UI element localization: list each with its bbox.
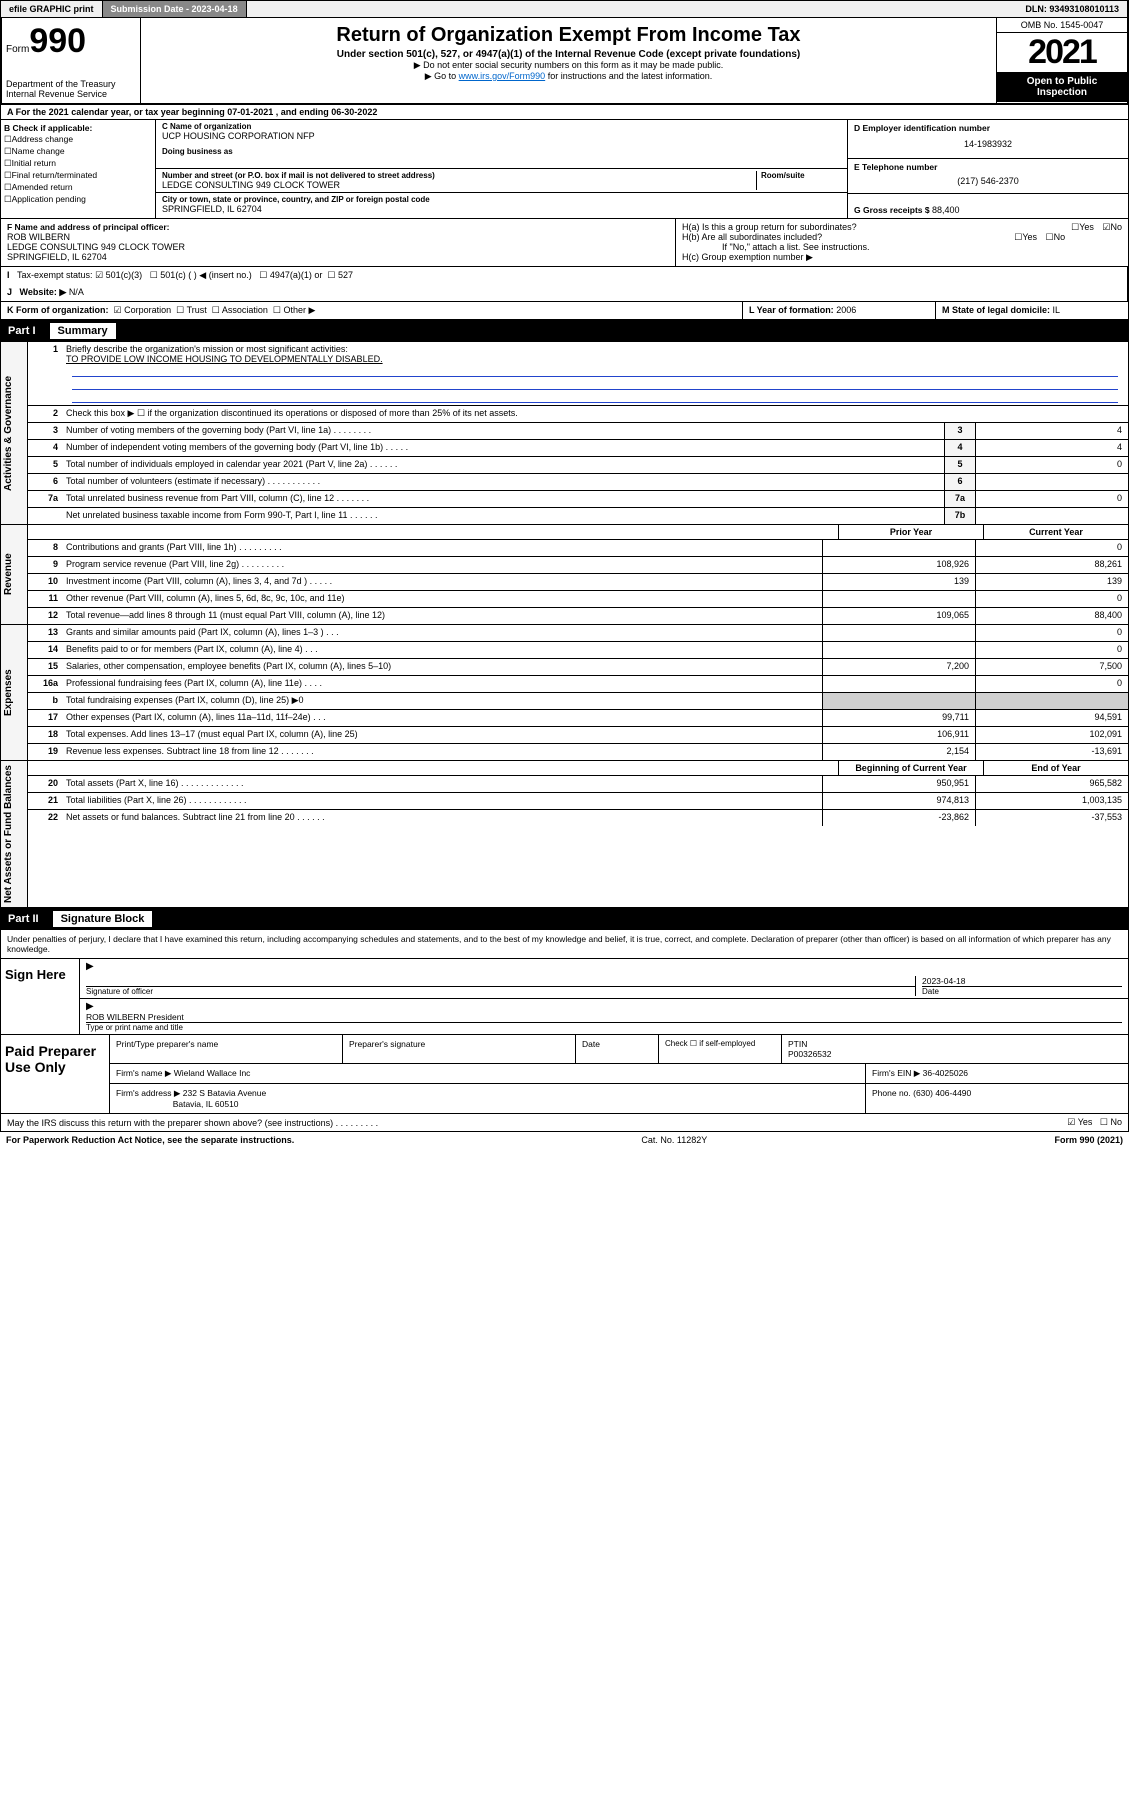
part-ii-header: Part II Signature Block <box>0 908 1129 930</box>
summary-expenses: Expenses 13Grants and similar amounts pa… <box>0 625 1129 761</box>
dept-irs: Internal Revenue Service <box>6 89 136 99</box>
officer-name-title: ROB WILBERN President <box>86 1012 1122 1022</box>
chk-501c[interactable] <box>150 270 158 280</box>
chk-amended-return[interactable]: Amended return <box>4 182 152 193</box>
footer: For Paperwork Reduction Act Notice, see … <box>0 1132 1129 1148</box>
firm-addr2: Batavia, IL 60510 <box>173 1099 239 1109</box>
col-c-org-info: C Name of organization UCP HOUSING CORPO… <box>156 120 847 218</box>
cat-no: Cat. No. 11282Y <box>294 1135 1054 1145</box>
hb-no[interactable] <box>1046 232 1054 243</box>
irs-link[interactable]: www.irs.gov/Form990 <box>459 71 546 81</box>
gross-receipts: 88,400 <box>932 205 960 215</box>
state-domicile: IL <box>1053 305 1061 315</box>
val-7a: 0 <box>975 491 1128 507</box>
officer-name: ROB WILBERN <box>7 232 669 242</box>
form-subtitle: Under section 501(c), 527, or 4947(a)(1)… <box>145 49 992 60</box>
signature-declaration: Under penalties of perjury, I declare th… <box>0 930 1129 959</box>
submission-date-button[interactable]: Submission Date - 2023-04-18 <box>103 1 247 17</box>
sign-here-block: Sign Here Signature of officer 2023-04-1… <box>0 959 1129 1035</box>
omb-number: OMB No. 1545-0047 <box>997 18 1127 33</box>
chk-final-return[interactable]: Final return/terminated <box>4 170 152 181</box>
summary-revenue: Revenue Prior YearCurrent Year 8Contribu… <box>0 525 1129 625</box>
row-a-tax-year: A For the 2021 calendar year, or tax yea… <box>0 105 1129 120</box>
header-mid: Return of Organization Exempt From Incom… <box>141 18 996 103</box>
row-i-j: I Tax-exempt status: 501(c)(3) 501(c) ( … <box>0 267 1129 302</box>
col-b-check-applicable: B Check if applicable: Address change Na… <box>1 120 156 218</box>
chk-other[interactable] <box>273 305 281 315</box>
discuss-yes[interactable] <box>1067 1117 1075 1127</box>
discuss-no[interactable] <box>1100 1117 1108 1127</box>
entity-block: B Check if applicable: Address change Na… <box>0 120 1129 219</box>
chk-association[interactable] <box>212 305 220 315</box>
website: N/A <box>69 287 84 297</box>
chk-initial-return[interactable]: Initial return <box>4 158 152 169</box>
note-link: ▶ Go to www.irs.gov/Form990 for instruct… <box>145 71 992 82</box>
val-6 <box>975 474 1128 490</box>
vtab-governance: Activities & Governance <box>1 342 28 524</box>
ptin: P00326532 <box>788 1049 832 1059</box>
row-k: K Form of organization: Corporation Trus… <box>0 302 1129 320</box>
part-i-header: Part I Summary <box>0 320 1129 342</box>
firm-name: Wieland Wallace Inc <box>174 1068 251 1078</box>
header-left: Form990 Department of the Treasury Inter… <box>2 18 141 103</box>
col-de: D Employer identification number 14-1983… <box>847 120 1128 218</box>
form-ref: Form 990 (2021) <box>1054 1135 1123 1145</box>
discuss-row: May the IRS discuss this return with the… <box>0 1114 1129 1132</box>
telephone: (217) 546-2370 <box>854 172 1122 190</box>
pra-notice: For Paperwork Reduction Act Notice, see … <box>6 1135 294 1145</box>
header-right: OMB No. 1545-0047 2021 Open to Public In… <box>996 18 1127 103</box>
ein: 14-1983932 <box>854 133 1122 155</box>
chk-trust[interactable] <box>176 305 184 315</box>
firm-addr1: 232 S Batavia Avenue <box>183 1088 267 1098</box>
sig-date: 2023-04-18 <box>922 976 1122 986</box>
firm-ein: 36-4025026 <box>923 1068 968 1078</box>
form-number: 990 <box>29 22 86 60</box>
year-formation: 2006 <box>836 305 856 315</box>
org-city: SPRINGFIELD, IL 62704 <box>162 204 841 214</box>
summary-governance: Activities & Governance 1 Briefly descri… <box>0 342 1129 525</box>
chk-application-pending[interactable]: Application pending <box>4 194 152 205</box>
chk-527[interactable] <box>327 270 335 280</box>
org-name: UCP HOUSING CORPORATION NFP <box>162 131 841 141</box>
col-f-officer: F Name and address of principal officer:… <box>1 219 675 266</box>
org-street: LEDGE CONSULTING 949 CLOCK TOWER <box>162 180 756 190</box>
ha-yes[interactable] <box>1071 222 1079 233</box>
dept-treasury: Department of the Treasury <box>6 79 136 89</box>
chk-4947[interactable] <box>259 270 267 280</box>
note-ssn: ▶ Do not enter social security numbers o… <box>145 60 992 71</box>
open-inspection: Open to Public Inspection <box>997 72 1127 102</box>
val-4: 4 <box>975 440 1128 456</box>
val-3: 4 <box>975 423 1128 439</box>
val-7b <box>975 508 1128 524</box>
tax-year: 2021 <box>997 33 1127 72</box>
vtab-expenses: Expenses <box>1 625 28 760</box>
block-fh: F Name and address of principal officer:… <box>0 219 1129 267</box>
vtab-net: Net Assets or Fund Balances <box>1 761 28 907</box>
form-title: Return of Organization Exempt From Incom… <box>145 24 992 47</box>
chk-501c3[interactable] <box>95 270 103 280</box>
chk-address-change[interactable]: Address change <box>4 134 152 145</box>
vtab-revenue: Revenue <box>1 525 28 624</box>
dln: DLN: 93493108010113 <box>1017 1 1128 17</box>
hc-group-exemption: H(c) Group exemption number ▶ <box>682 252 1122 263</box>
summary-net-assets: Net Assets or Fund Balances Beginning of… <box>0 761 1129 908</box>
mission: TO PROVIDE LOW INCOME HOUSING TO DEVELOP… <box>66 354 383 364</box>
top-bar: efile GRAPHIC print Submission Date - 20… <box>0 0 1129 18</box>
form-header: Form990 Department of the Treasury Inter… <box>0 18 1129 105</box>
paid-preparer-block: Paid Preparer Use Only Print/Type prepar… <box>0 1035 1129 1114</box>
col-h-group: H(a) Is this a group return for subordin… <box>675 219 1128 266</box>
chk-name-change[interactable]: Name change <box>4 146 152 157</box>
firm-phone: (630) 406-4490 <box>913 1088 971 1098</box>
chk-corporation[interactable] <box>114 305 122 315</box>
val-5: 0 <box>975 457 1128 473</box>
efile-label: efile GRAPHIC print <box>1 1 103 17</box>
